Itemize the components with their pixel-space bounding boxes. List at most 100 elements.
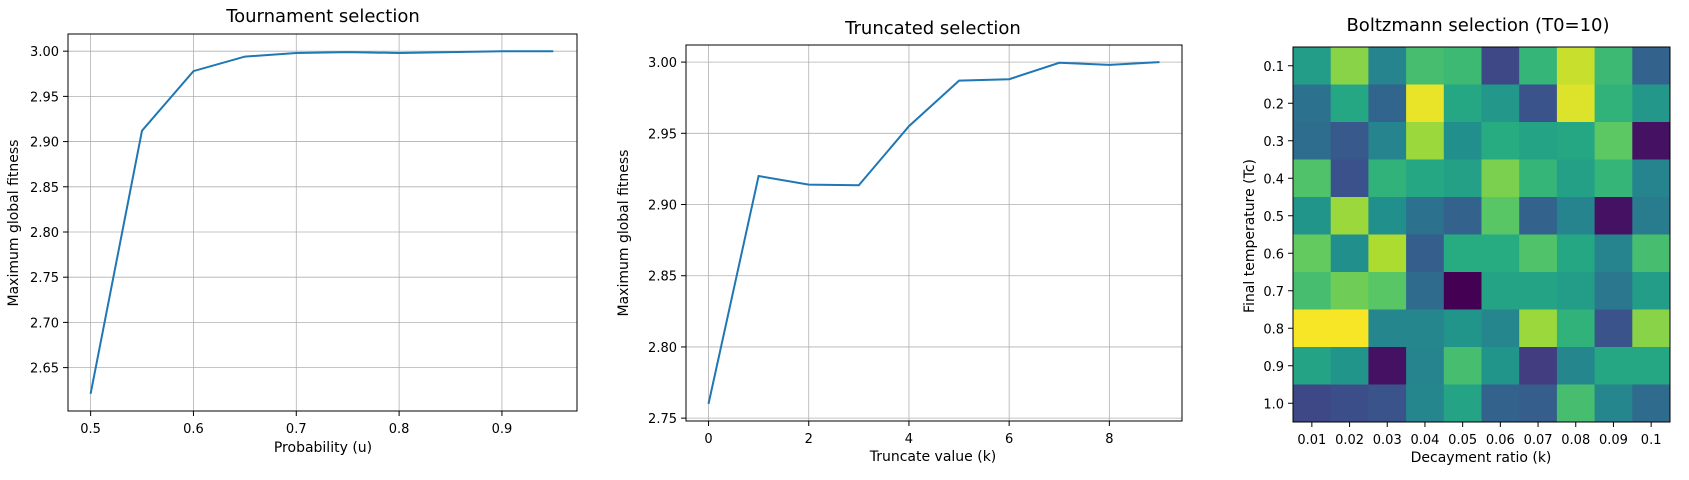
y-tick-label: 2.90 [30, 136, 59, 151]
y-tick-label: 0.3 [1263, 135, 1284, 150]
heatmap-cell [1594, 84, 1633, 123]
panel-tournament: Tournament selection 0.5 0.6 0.7 0.8 0.9 2.65… [6, 6, 578, 456]
x-tick-label: 0.5 [80, 422, 101, 437]
heatmap-cell [1406, 347, 1445, 385]
panel-boltzmann: Boltzmann selection (T0=10) 0.01 0.02 0.03… [1242, 15, 1671, 466]
heatmap-cell [1481, 272, 1520, 310]
y-tick-label: 2.95 [30, 90, 59, 105]
heatmap-cell [1368, 384, 1407, 423]
heatmap-cell [1293, 159, 1332, 198]
heatmap-cell [1368, 197, 1407, 235]
x-tick-label: 0.05 [1448, 433, 1477, 448]
heatmap-cell [1293, 309, 1332, 348]
heatmap-cell [1556, 159, 1596, 198]
heatmap-cell [1443, 159, 1482, 198]
heatmap-cell [1368, 309, 1407, 348]
heatmap-cell [1594, 234, 1633, 273]
heatmap-cell [1594, 272, 1633, 310]
heatmap-cell [1481, 84, 1520, 123]
heatmap-cell [1406, 47, 1445, 85]
heatmap-cell [1519, 84, 1558, 123]
y-tick-label: 2.65 [30, 362, 59, 377]
heatmap-cell [1556, 272, 1596, 310]
plot-frame [685, 44, 1183, 422]
heatmap-cell [1406, 234, 1445, 273]
y-tick-label: 2.75 [648, 412, 677, 427]
plot-frame [1292, 46, 1671, 423]
heatmap-cell [1406, 159, 1445, 198]
x-axis-label: Probability (u) [274, 440, 372, 456]
heatmap-cell [1519, 47, 1558, 85]
heatmap-cell [1406, 197, 1445, 235]
y-tick-label: 0.4 [1263, 172, 1284, 187]
x-tick-label: 2 [805, 432, 813, 447]
y-tick-label: 0.6 [1263, 247, 1284, 262]
y-tick-label: 1.0 [1263, 397, 1284, 412]
gridlines [68, 34, 577, 411]
heatmap-cell [1443, 84, 1482, 123]
heatmap-cell [1481, 159, 1520, 198]
heatmap-cell [1406, 384, 1445, 423]
heatmap-cell [1632, 384, 1671, 423]
heatmap-cell [1368, 272, 1407, 310]
heatmap-cell [1293, 384, 1332, 423]
heatmap-cell [1481, 347, 1520, 385]
y-tick-label: 0.7 [1263, 285, 1284, 300]
heatmap-cell [1594, 47, 1633, 85]
heatmap-cell [1330, 347, 1369, 385]
x-tick-label: 0.9 [492, 422, 513, 437]
heatmap-cell [1293, 47, 1332, 85]
heatmap-cell [1556, 47, 1596, 85]
heatmap-cell [1368, 159, 1407, 198]
x-tick-label: 0.06 [1486, 433, 1515, 448]
heatmap-cell [1556, 234, 1596, 273]
heatmap-cell [1443, 197, 1482, 235]
x-tick-label: 6 [1005, 432, 1013, 447]
tick-labels: 0 2 4 6 8 2.75 2.80 2.85 2.90 2.95 3.00 [648, 56, 1113, 447]
heatmap-cell [1632, 122, 1671, 160]
y-tick-label: 2.75 [30, 271, 59, 286]
y-tick-label: 0.8 [1263, 322, 1284, 337]
heatmap-cell [1368, 47, 1407, 85]
heatmap-cell [1330, 122, 1369, 160]
heatmap-cell [1594, 347, 1633, 385]
heatmap-cell [1519, 159, 1558, 198]
heatmap-cell [1330, 272, 1369, 310]
y-tick-label: 2.95 [648, 127, 677, 142]
heatmap-cell [1368, 122, 1407, 160]
heatmap-cell [1556, 347, 1596, 385]
heatmap-cell [1594, 197, 1633, 235]
x-tick-label: 0.1 [1641, 433, 1662, 448]
heatmap-cell [1556, 309, 1596, 348]
y-tick-label: 2.70 [30, 316, 59, 331]
x-tick-label: 0.04 [1410, 433, 1439, 448]
x-tick-label: 0.8 [389, 422, 410, 437]
heatmap-cell [1406, 309, 1445, 348]
heatmap-cell [1594, 384, 1633, 423]
y-tick-label: 0.1 [1263, 60, 1284, 75]
gridlines [686, 45, 1182, 421]
y-tick-label: 0.2 [1263, 97, 1284, 112]
heatmap-cell [1443, 122, 1482, 160]
heatmap-cell [1481, 122, 1520, 160]
x-tick-label: 0.6 [183, 422, 204, 437]
heatmap-cell [1293, 272, 1332, 310]
x-tick-label: 8 [1105, 432, 1113, 447]
y-axis-label: Maximum global fitness [616, 150, 632, 317]
tick-labels: 0.5 0.6 0.7 0.8 0.9 2.65 2.70 2.75 2.80 2.85 2.90 2… [30, 45, 512, 437]
heatmap-cell [1443, 347, 1482, 385]
y-tick-label: 2.80 [648, 341, 677, 356]
heatmap-cell [1632, 347, 1671, 385]
heatmap-cell [1519, 309, 1558, 348]
heatmap-cell [1330, 197, 1369, 235]
heatmap-cell [1556, 197, 1596, 235]
heatmap-cell [1519, 197, 1558, 235]
plot-frame [67, 33, 578, 412]
x-axis-label: Decayment ratio (k) [1411, 450, 1552, 466]
heatmap-cell [1481, 384, 1520, 423]
heatmap-cell [1293, 84, 1332, 123]
heatmap-cell [1330, 159, 1369, 198]
heatmap-cell [1443, 309, 1482, 348]
heatmap-cell [1481, 197, 1520, 235]
